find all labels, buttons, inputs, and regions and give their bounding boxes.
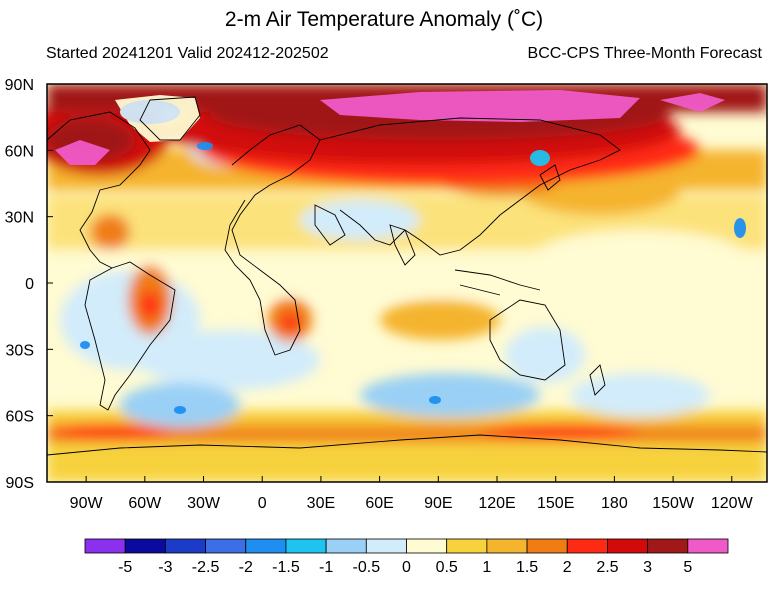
colorbar-label: -2.5 [192, 559, 220, 576]
colorbar-swatch [84, 538, 126, 554]
colorbar-label: -0.5 [353, 559, 381, 576]
colorbar-label: -2 [239, 559, 253, 576]
colorbar-swatch [566, 538, 608, 554]
colorbar-label: 0 [402, 559, 411, 576]
colorbar-swatch [687, 538, 729, 554]
colorbar-swatch [124, 538, 166, 554]
y-tick-label: 90S [6, 475, 34, 492]
colorbar-label: 1.5 [516, 559, 538, 576]
colorbar-swatch [647, 538, 689, 554]
x-tick-label: 30W [187, 495, 221, 512]
colorbar-swatch [205, 538, 247, 554]
y-axis: 90N 60N 30N 0 30S 60S 90S [5, 77, 53, 492]
x-tick-label: 60W [128, 495, 162, 512]
x-tick-label: 120E [478, 495, 515, 512]
y-tick-label: 60N [5, 143, 34, 160]
colorbar-swatch [285, 538, 327, 554]
colorbar-label: 2 [563, 559, 572, 576]
y-tick-label: 60S [6, 409, 34, 426]
anomaly-field [47, 84, 767, 482]
y-tick-label: 30N [5, 210, 34, 227]
colorbar-label: -1.5 [272, 559, 300, 576]
colorbar-label: -5 [118, 559, 132, 576]
colorbar-label: -3 [158, 559, 172, 576]
x-axis: 90W 60W 30W 0 30E 60E 90E 120E 150E 180 150W 120W [70, 476, 754, 512]
x-tick-label: 30E [307, 495, 335, 512]
x-tick-label: 150W [652, 495, 695, 512]
colorbar-swatch [446, 538, 488, 554]
colorbar-label: 1 [482, 559, 491, 576]
coastlines [47, 96, 767, 456]
colorbar-swatch [607, 538, 649, 554]
colorbar-label: 0.5 [436, 559, 458, 576]
colorbar-swatch [486, 538, 528, 554]
colorbar-swatch [325, 538, 367, 554]
colorbar-swatch [365, 538, 407, 554]
x-tick-label: 0 [258, 495, 267, 512]
colorbar-swatch [245, 538, 287, 554]
x-tick-label: 180 [601, 495, 628, 512]
chart-subtitle-left: Started 20241201 Valid 202412-202502 [46, 45, 329, 62]
colorbar-label: 5 [683, 559, 692, 576]
chart-subtitle-right: BCC-CPS Three-Month Forecast [527, 45, 762, 62]
y-tick-label: 0 [25, 276, 34, 293]
colorbar-label: 2.5 [596, 559, 618, 576]
y-tick-label: 90N [5, 77, 34, 94]
x-tick-label: 90E [424, 495, 452, 512]
colorbar-label: 3 [643, 559, 652, 576]
colorbar-swatch [406, 538, 448, 554]
x-tick-label: 150E [537, 495, 574, 512]
colorbar-label: -1 [319, 559, 333, 576]
chart-title: 2-m Air Temperature Anomaly (˚C) [224, 8, 544, 31]
colorbar-swatch [164, 538, 206, 554]
x-tick-label: 120W [711, 495, 754, 512]
colorbar-swatch [526, 538, 568, 554]
y-tick-label: 30S [6, 342, 34, 359]
x-tick-label: 90W [70, 495, 104, 512]
x-tick-label: 60E [365, 495, 393, 512]
colorbar: -5 -3 -2.5 -2 -1.5 -1 -0.5 0 0.5 1 1.5 2 2.5 3 5 [84, 538, 729, 576]
